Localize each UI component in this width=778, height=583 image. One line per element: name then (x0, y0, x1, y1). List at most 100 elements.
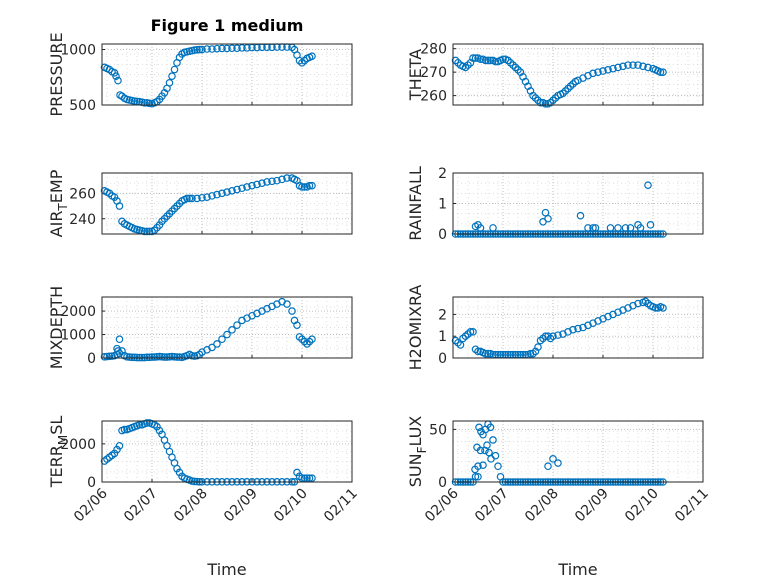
data-point (293, 321, 301, 329)
data-point (128, 353, 136, 362)
data-point (494, 462, 502, 471)
data-point (115, 202, 124, 210)
data-point (659, 68, 667, 76)
data-point (477, 427, 485, 436)
x-axis-label: Time (557, 560, 597, 579)
data-point (476, 55, 485, 64)
data-point (135, 421, 144, 429)
data-point (110, 193, 119, 201)
data-point (203, 193, 211, 201)
data-point (153, 422, 161, 431)
y-tick-label: 270 (420, 65, 447, 81)
data-point (165, 79, 174, 87)
data-point (218, 44, 226, 53)
data-point (589, 224, 597, 232)
y-tick-label: 2 (438, 166, 447, 182)
data-point (130, 353, 139, 362)
y-tick-label: 1 (438, 329, 447, 345)
data-point (614, 63, 622, 72)
data-point (163, 212, 171, 221)
axes-box (452, 420, 704, 483)
data-point (564, 84, 572, 93)
data-point (544, 462, 552, 471)
data-point (153, 223, 161, 232)
data-point (243, 183, 251, 191)
data-point (193, 194, 201, 203)
data-point (474, 347, 482, 356)
data-point (100, 353, 109, 361)
data-point (621, 224, 630, 232)
data-point (293, 468, 301, 477)
data-point (188, 194, 196, 203)
data-point (155, 221, 164, 229)
data-point (115, 441, 124, 450)
data-point (183, 194, 191, 203)
data-point (268, 177, 276, 186)
data-point (298, 335, 306, 344)
data-point (636, 224, 645, 232)
data-point (566, 82, 575, 91)
data-point (549, 455, 557, 463)
data-point (218, 189, 226, 198)
data-point (491, 57, 500, 66)
data-point (288, 307, 296, 315)
data-point (105, 189, 114, 198)
data-point (484, 56, 492, 65)
data-point (223, 330, 231, 339)
data-point (639, 62, 647, 71)
data-point (461, 63, 470, 72)
data-point (213, 44, 221, 53)
data-point (218, 335, 226, 344)
data-point (263, 178, 271, 186)
data-point (609, 64, 617, 73)
data-point (644, 63, 652, 72)
axes-box (452, 172, 704, 235)
y-tick-label: 2 (438, 307, 447, 323)
data-point (150, 353, 159, 361)
data-point (559, 89, 567, 98)
data-point (514, 66, 522, 74)
data-point (476, 224, 485, 232)
axes-box (452, 43, 704, 106)
data-point (604, 66, 612, 74)
axes-box (452, 296, 704, 359)
data-point (208, 45, 216, 53)
data-point (168, 352, 176, 361)
data-point (475, 423, 483, 432)
y-tick-label: 2000 (60, 304, 96, 320)
data-point (589, 69, 597, 78)
subplot-h2omixra: 0 1 2 H2OMIXRA (406, 285, 704, 370)
data-point (125, 353, 134, 361)
data-point (143, 227, 151, 236)
data-point (644, 181, 652, 190)
data-point (158, 217, 166, 226)
y-tick-label: 0 (438, 227, 447, 243)
data-point (624, 61, 632, 69)
data-point (190, 477, 199, 486)
data-point (258, 179, 266, 187)
data-point (464, 61, 472, 69)
data-point (165, 353, 174, 361)
data-point (486, 56, 495, 65)
data-point (103, 352, 111, 361)
data-point (175, 468, 184, 477)
data-point (534, 343, 542, 351)
data-point (574, 324, 582, 333)
data-point (175, 353, 184, 361)
data-point (223, 44, 231, 53)
data-point (145, 99, 154, 108)
data-point (158, 353, 166, 361)
data-point (308, 335, 316, 344)
data-point (213, 340, 221, 348)
data-point (481, 349, 490, 358)
data-point (165, 209, 174, 218)
data-point (504, 56, 512, 65)
data-point (168, 72, 176, 80)
data-point (561, 87, 570, 95)
data-point (576, 211, 585, 220)
data-point (659, 304, 667, 312)
data-point (118, 217, 126, 226)
data-point (193, 45, 201, 54)
data-point (213, 190, 221, 199)
